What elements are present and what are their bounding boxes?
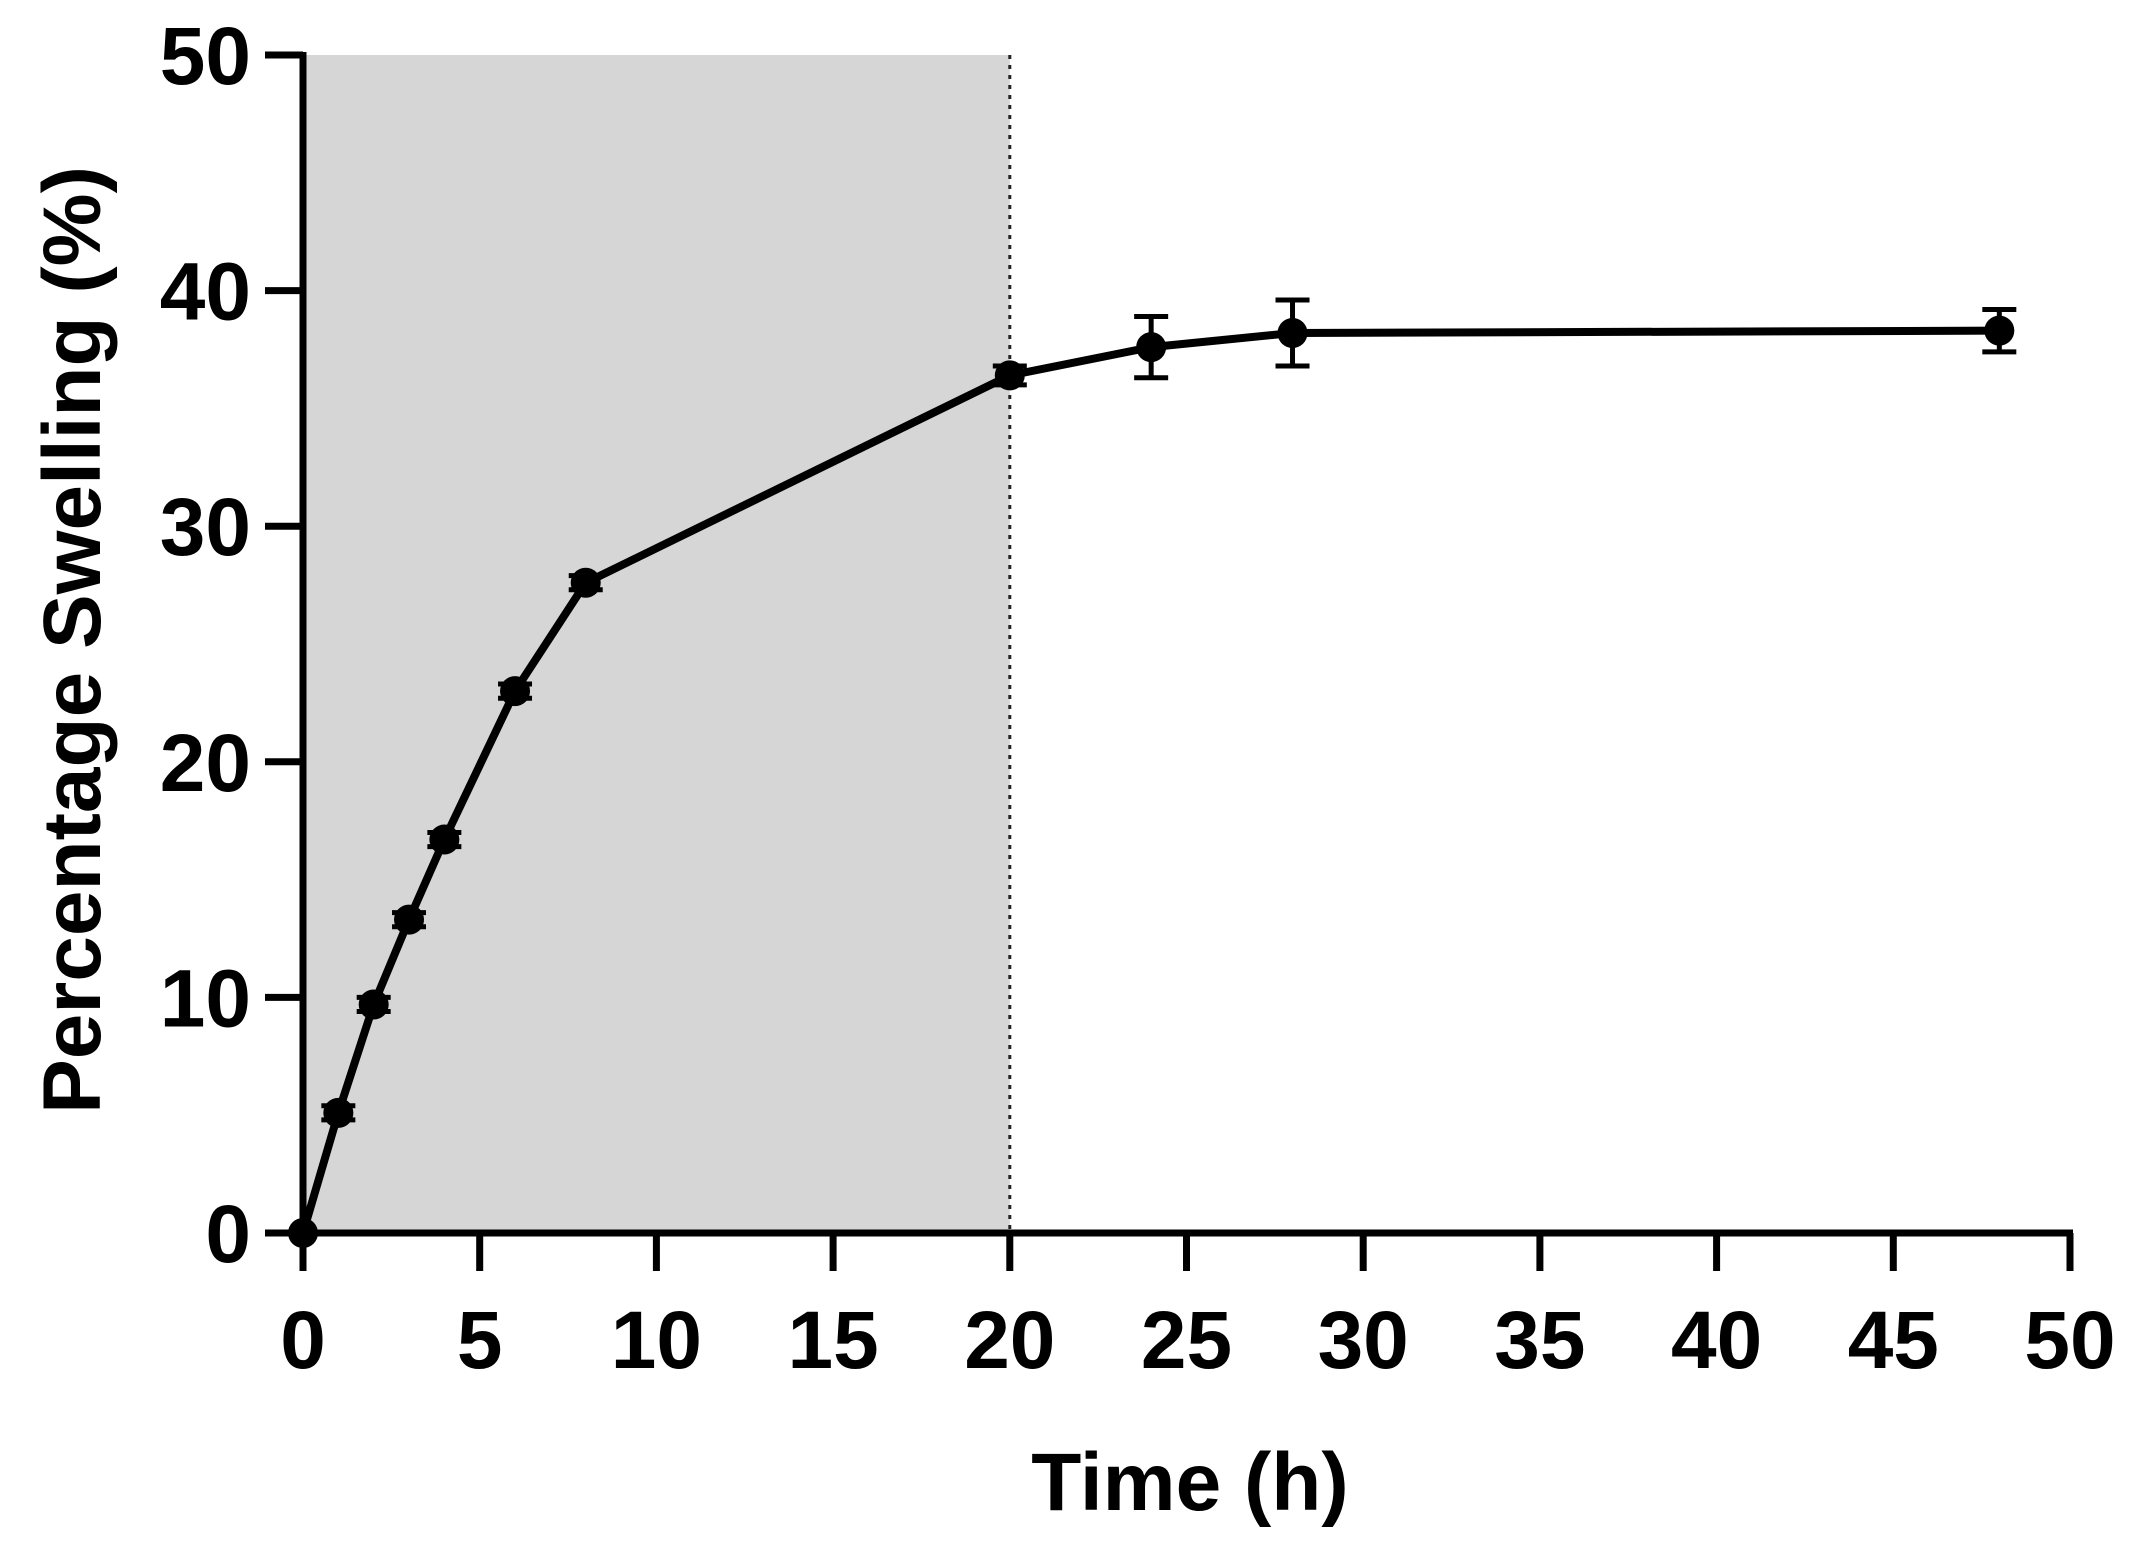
data-point [288, 1218, 318, 1248]
y-tick-label: 20 [160, 718, 251, 809]
data-point [394, 904, 425, 935]
data-point [1277, 318, 1308, 349]
data-point [1984, 315, 2015, 346]
x-tick-label: 35 [1494, 1295, 1585, 1386]
data-point [1136, 332, 1167, 363]
y-tick-label: 50 [160, 11, 251, 102]
shaded-region [303, 55, 1010, 1233]
y-tick-label: 40 [160, 247, 251, 338]
y-tick-label: 10 [160, 953, 251, 1044]
data-point [323, 1097, 354, 1128]
data-point [500, 676, 531, 707]
y-tick-label: 30 [160, 482, 251, 573]
x-ticks: 0 5 10 15 20 25 30 35 40 45 50 [280, 1233, 2116, 1386]
x-tick-label: 45 [1848, 1295, 1939, 1386]
x-tick-label: 30 [1318, 1295, 1409, 1386]
y-axis-title: Percentage Swelling (%) [27, 166, 118, 1114]
x-axis-title: Time (h) [1031, 1437, 1348, 1528]
data-points [288, 315, 2015, 1248]
x-tick-label: 40 [1671, 1295, 1762, 1386]
x-tick-label: 15 [787, 1295, 878, 1386]
data-point [429, 824, 460, 855]
data-point [994, 360, 1025, 391]
x-tick-label: 25 [1141, 1295, 1232, 1386]
x-tick-label: 5 [457, 1295, 503, 1386]
y-ticks: 0 10 20 30 40 50 [160, 11, 303, 1280]
x-tick-label: 50 [2024, 1295, 2115, 1386]
y-tick-label: 0 [205, 1189, 251, 1280]
data-point [358, 989, 389, 1020]
x-tick-label: 20 [964, 1295, 1055, 1386]
x-tick-label: 0 [280, 1295, 326, 1386]
x-tick-label: 10 [611, 1295, 702, 1386]
data-point [570, 567, 601, 598]
